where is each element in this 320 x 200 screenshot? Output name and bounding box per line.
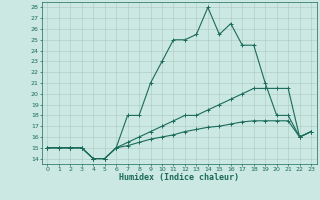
X-axis label: Humidex (Indice chaleur): Humidex (Indice chaleur): [119, 173, 239, 182]
